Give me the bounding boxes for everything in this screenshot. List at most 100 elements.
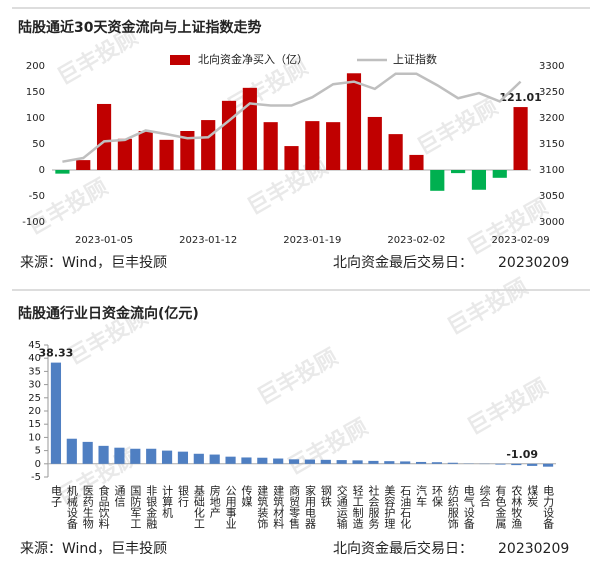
bar — [284, 146, 299, 170]
y-tick-label: 100 — [26, 113, 45, 124]
bar — [511, 463, 522, 466]
bar — [98, 445, 109, 464]
bar — [492, 170, 507, 178]
y2-tick-label: 3250 — [539, 87, 564, 98]
bar — [352, 460, 363, 464]
y-tick-label: 30 — [28, 380, 41, 391]
x-tick-label: 传媒 — [240, 485, 253, 508]
bar — [241, 457, 252, 464]
x-tick-label: 商贸零售 — [288, 484, 301, 530]
bar — [451, 170, 466, 174]
bar — [117, 138, 132, 170]
bar — [288, 459, 300, 464]
footer-date: 20230209 — [498, 541, 569, 557]
x-tick-label: 交通运输 — [335, 484, 348, 530]
y2-tick-label: 3100 — [539, 165, 564, 176]
x-tick-label: 机械设备 — [65, 484, 78, 530]
bar — [346, 73, 362, 170]
x-tick-label: 环保 — [430, 485, 443, 508]
bar — [180, 131, 195, 170]
bar — [368, 460, 379, 464]
bar — [367, 116, 382, 170]
x-tick-label: 农林牧渔 — [510, 484, 523, 530]
legend-swatch — [170, 55, 190, 65]
footer-source: 来源：Wind，巨丰投顾 — [20, 255, 167, 271]
bar — [177, 451, 189, 464]
bar — [542, 463, 554, 467]
y-tick-label: 45 — [28, 340, 41, 351]
x-tick-label: 电力设备 — [542, 485, 555, 530]
y-tick-label: 40 — [28, 353, 41, 364]
y-tick-label: 0 — [35, 459, 41, 470]
bar — [76, 160, 91, 170]
bar — [263, 122, 278, 170]
y-tick-label: -5 — [31, 472, 41, 483]
bar — [495, 463, 506, 465]
bar — [447, 462, 458, 464]
y-tick-label: 150 — [26, 87, 45, 98]
bar — [209, 454, 220, 464]
y2-tick-label: 3150 — [539, 139, 564, 150]
x-tick-label: 银行 — [176, 484, 189, 508]
x-tick-label: 建筑装饰 — [256, 484, 269, 529]
bar — [415, 461, 427, 464]
x-tick-label: 美容护理 — [383, 485, 396, 529]
x-tick-label: 石油石化 — [399, 485, 412, 530]
x-tick-label: 食品饮料 — [97, 484, 110, 530]
bar — [430, 170, 445, 191]
bar — [159, 139, 174, 170]
bar — [201, 120, 216, 170]
y-tick-label: 200 — [26, 61, 45, 72]
y-tick-label: -100 — [22, 217, 45, 228]
value-label: -1.09 — [506, 448, 538, 461]
x-tick-label: 2023-02-09 — [492, 235, 550, 246]
x-tick-label: 国防军工 — [129, 485, 142, 529]
footer-label: 北向资金最后交易日： — [333, 254, 473, 271]
x-tick-label: 煤炭 — [526, 485, 539, 508]
x-tick-label: 公用事业 — [224, 485, 237, 529]
bar — [50, 362, 62, 464]
x-tick-label: 2023-01-12 — [179, 235, 237, 246]
bar — [527, 463, 538, 466]
x-tick-label: 2023-01-19 — [283, 235, 341, 246]
bar — [336, 460, 347, 464]
line — [62, 72, 522, 163]
bar — [114, 447, 125, 464]
x-tick-label: 非银金融 — [145, 485, 158, 530]
y-tick-label: 15 — [28, 419, 41, 430]
y-tick-label: 20 — [28, 406, 41, 417]
bar — [320, 459, 331, 464]
x-tick-label: 电气设备 — [462, 485, 475, 530]
legend-label: 北向资金净买入（亿） — [198, 52, 308, 66]
bar — [225, 456, 236, 464]
bar — [146, 448, 157, 464]
bar — [304, 459, 316, 464]
bar — [471, 170, 487, 190]
y-tick-label: 10 — [28, 432, 41, 443]
bar — [409, 154, 424, 170]
footer-source: 来源：Wind，巨丰投顾 — [20, 541, 167, 557]
bar — [55, 170, 70, 174]
x-tick-label: 建筑材料 — [272, 484, 285, 530]
chart-title: 陆股通行业日资金流向(亿元) — [18, 305, 199, 322]
bar — [193, 453, 204, 464]
bar — [384, 461, 395, 464]
bar — [82, 441, 93, 464]
footer-date: 20230209 — [498, 255, 569, 271]
legend-label: 上证指数 — [393, 52, 437, 66]
bar — [96, 103, 112, 170]
bar — [513, 107, 528, 170]
x-tick-label: 社会服务 — [367, 484, 380, 529]
bar — [66, 438, 77, 464]
x-tick-label: 综合 — [478, 484, 491, 507]
bar — [221, 100, 237, 170]
x-tick-label: 2023-01-05 — [75, 235, 133, 246]
bar — [431, 462, 443, 464]
chart-title: 陆股通近30天资金流向与上证指数走势 — [18, 19, 261, 36]
bar — [138, 131, 153, 170]
x-tick-label: 计算机 — [161, 485, 174, 518]
bar — [388, 134, 403, 170]
x-tick-label: 医药生物 — [81, 485, 94, 529]
x-tick-label: 通信 — [113, 485, 126, 508]
y-tick-label: 50 — [32, 139, 45, 150]
